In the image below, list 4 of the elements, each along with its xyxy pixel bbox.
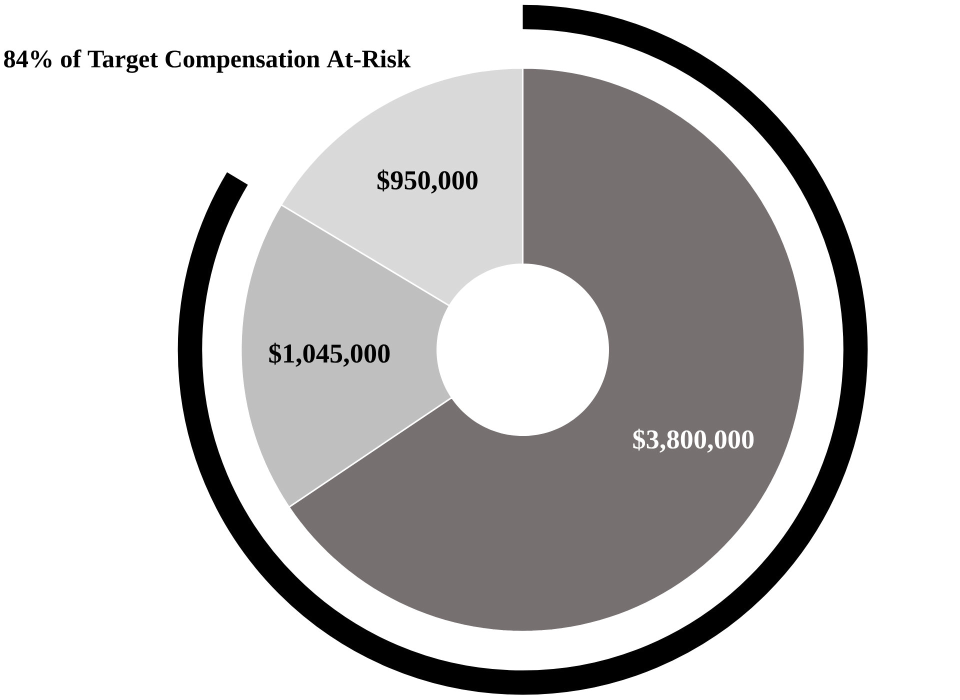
data-label: $950,000 (377, 170, 478, 194)
chart-title: 84% of Target Compensation At-Risk (4, 50, 411, 74)
data-label: $1,045,000 (269, 343, 390, 367)
data-label: $3,800,000 (633, 428, 754, 453)
